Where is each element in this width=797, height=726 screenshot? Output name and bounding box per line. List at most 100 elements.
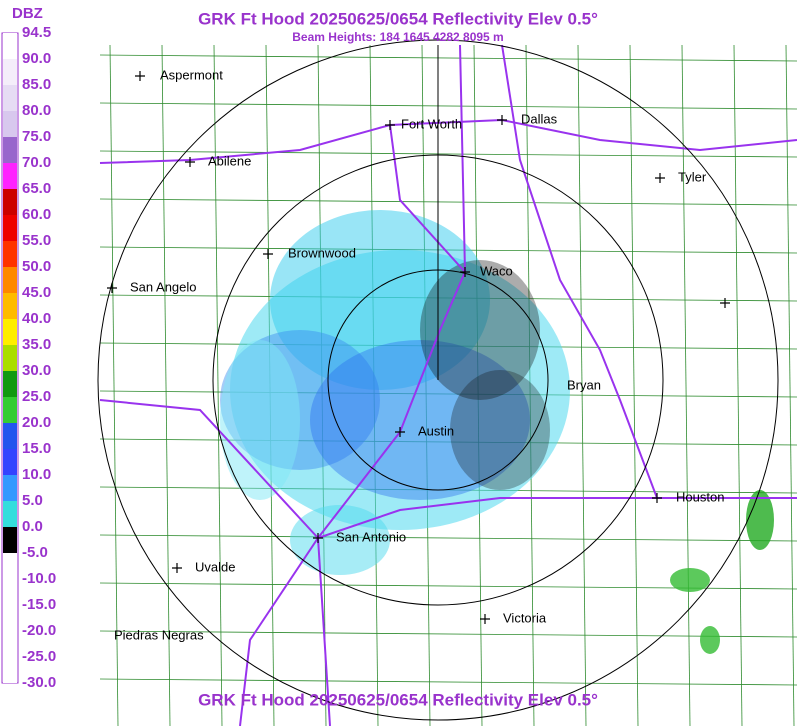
- legend-swatch: [3, 163, 17, 189]
- legend-label: -5.0: [22, 544, 48, 561]
- legend-label: 90.0: [22, 50, 51, 67]
- city-label: Bryan: [567, 377, 601, 392]
- county-line: [213, 44, 223, 726]
- legend-label: -25.0: [22, 648, 56, 665]
- legend-swatch: [3, 137, 17, 163]
- legend-swatch: [3, 553, 17, 579]
- title: GRK Ft Hood 20250625/0654 Reflectivity E…: [198, 9, 598, 28]
- legend-label: 45.0: [22, 284, 51, 301]
- city-label: Piedras Negras: [114, 627, 204, 642]
- city-label: San Angelo: [130, 279, 197, 294]
- city-label: Abilene: [208, 153, 251, 168]
- legend-swatch: [3, 657, 17, 683]
- legend-swatch: [3, 111, 17, 137]
- city-label: Aspermont: [160, 67, 223, 82]
- county-line: [785, 44, 795, 726]
- legend-label: 10.0: [22, 466, 51, 483]
- legend-swatch: [3, 423, 17, 449]
- legend-swatch: [3, 475, 17, 501]
- legend-label: 40.0: [22, 310, 51, 327]
- city-marker: [720, 298, 730, 308]
- county-line: [99, 102, 797, 110]
- legend-label: -30.0: [22, 674, 56, 691]
- legend-label: 65.0: [22, 180, 51, 197]
- city-label: Houston: [676, 489, 724, 504]
- legend-label: 80.0: [22, 102, 51, 119]
- legend-label: -10.0: [22, 570, 56, 587]
- legend-swatch: [3, 319, 17, 345]
- city-marker: [395, 427, 405, 437]
- legend-label: 85.0: [22, 76, 51, 93]
- city-label: San Antonio: [336, 529, 406, 544]
- city-label: Uvalde: [195, 559, 235, 574]
- city-marker: [655, 173, 665, 183]
- city-label: Tyler: [678, 169, 707, 184]
- legend-label: 55.0: [22, 232, 51, 249]
- legend-label: 0.0: [22, 518, 43, 535]
- legend-label: 20.0: [22, 414, 51, 431]
- subtitle: Beam Heights: 184 1645 4282 8095 m: [292, 30, 503, 44]
- city-marker: [480, 614, 490, 624]
- city-label: Brownwood: [288, 245, 356, 260]
- legend-label: 60.0: [22, 206, 51, 223]
- county-lines: [99, 44, 797, 726]
- city-label: Victoria: [503, 610, 547, 625]
- legend-swatch: [3, 33, 17, 59]
- legend-label: 94.5: [22, 24, 51, 41]
- county-line: [161, 44, 171, 726]
- legend-swatch: [3, 397, 17, 423]
- county-line: [99, 54, 797, 62]
- city-label: Dallas: [521, 111, 558, 126]
- county-line: [629, 44, 639, 726]
- city-markers: Aspermont Fort Worth Dallas Abilene Tyler Bro…: [107, 67, 730, 642]
- legend-swatch: [3, 449, 17, 475]
- city-marker: [385, 120, 395, 130]
- legend-label: 50.0: [22, 258, 51, 275]
- city-marker: [107, 283, 117, 293]
- county-line: [99, 198, 797, 206]
- legend-swatch: [3, 189, 17, 215]
- city-marker: [497, 115, 507, 125]
- city-label: Fort Worth: [401, 116, 462, 131]
- legend-swatch: [3, 293, 17, 319]
- county-line: [99, 678, 797, 686]
- color-legend: DBZ 94.5 90.0 85.0 80.0 75.0 70.0 65.0 60.0 55.0…: [1, 5, 56, 691]
- city-marker: [185, 157, 195, 167]
- legend-swatch: [3, 59, 17, 85]
- city-label: Waco: [480, 263, 513, 278]
- county-line: [99, 150, 797, 158]
- city-marker: [652, 493, 662, 503]
- legend-swatch: [3, 267, 17, 293]
- legend-swatch: [3, 371, 17, 397]
- legend-unit: DBZ: [12, 5, 43, 22]
- legend-swatch: [3, 631, 17, 657]
- legend-label: -20.0: [22, 622, 56, 639]
- legend-label: 25.0: [22, 388, 51, 405]
- city-marker: [313, 533, 323, 543]
- city-marker: [172, 563, 182, 573]
- county-line: [577, 44, 587, 726]
- footer-title: GRK Ft Hood 20250625/0654 Reflectivity E…: [198, 690, 598, 709]
- legend-swatch: [3, 501, 17, 527]
- legend-swatch: [3, 85, 17, 111]
- legend-label: -15.0: [22, 596, 56, 613]
- legend-label: 35.0: [22, 336, 51, 353]
- legend-swatch: [3, 527, 17, 553]
- county-line: [681, 44, 691, 726]
- legend-label: 75.0: [22, 128, 51, 145]
- legend-label: 15.0: [22, 440, 51, 457]
- county-line: [109, 44, 119, 726]
- county-line: [733, 44, 743, 726]
- legend-swatch: [3, 215, 17, 241]
- legend-swatch: [3, 605, 17, 631]
- legend-label: 70.0: [22, 154, 51, 171]
- legend-label: 30.0: [22, 362, 51, 379]
- legend-swatch: [3, 241, 17, 267]
- county-line: [99, 534, 797, 542]
- legend-swatch: [3, 579, 17, 605]
- legend-swatch: [3, 345, 17, 371]
- city-marker: [263, 249, 273, 259]
- county-line: [99, 630, 797, 638]
